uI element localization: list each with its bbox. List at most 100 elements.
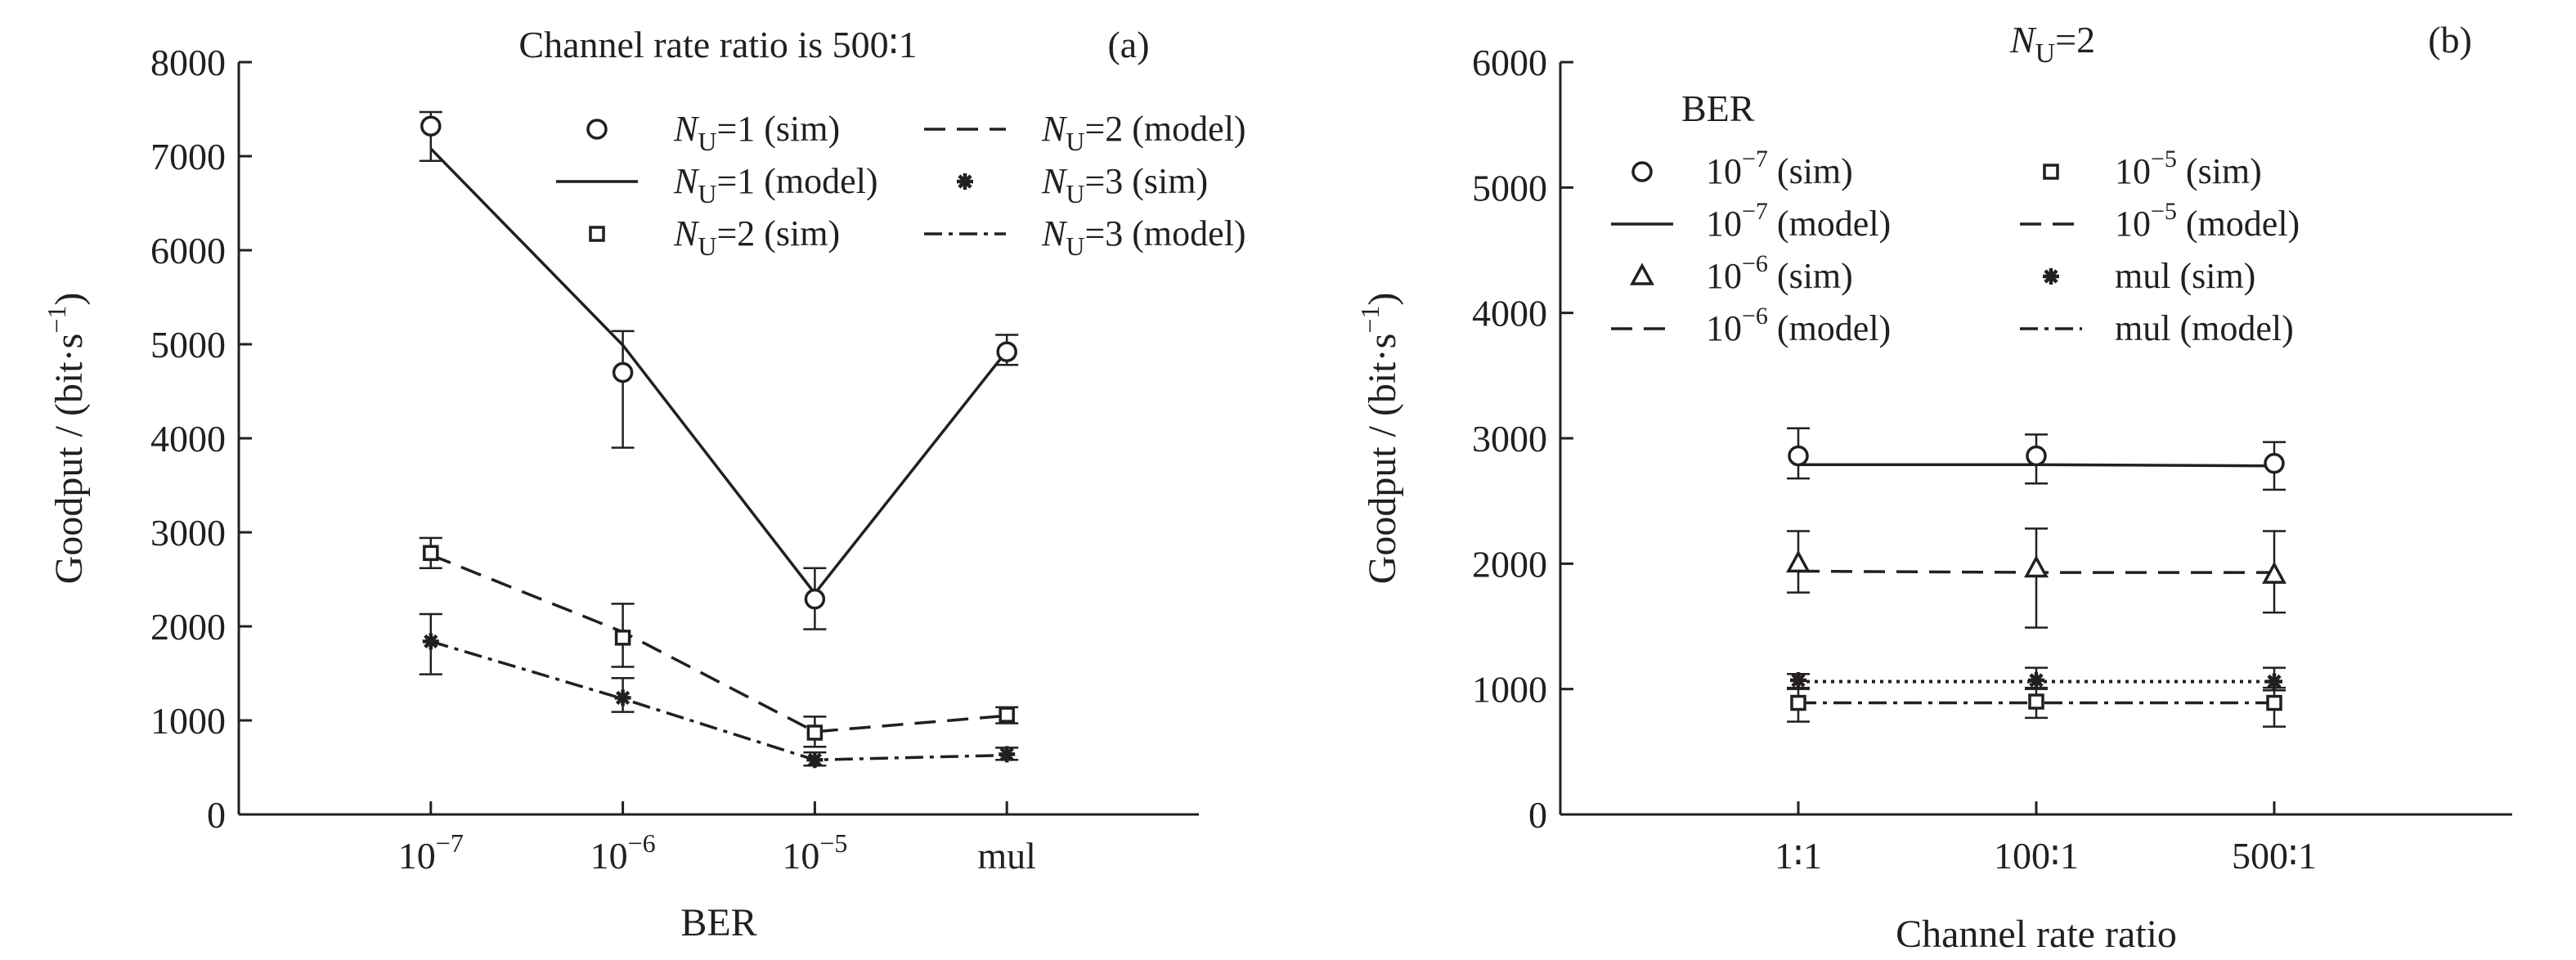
- data-point: [999, 746, 1016, 763]
- legend-label: 10−5 (sim): [2115, 146, 2262, 191]
- x-axis-title: BER: [680, 901, 756, 944]
- text-part: 10: [1706, 151, 1742, 191]
- legend-marker: [586, 119, 608, 140]
- data-point-stroke: [999, 747, 1014, 762]
- legend-item: NU=1 (model): [556, 161, 878, 209]
- error-bar: [611, 330, 635, 449]
- y-tick-label: 6000: [1472, 42, 1547, 83]
- text-part: N: [1041, 213, 1068, 253]
- y-tick-label: 2000: [150, 606, 226, 648]
- y-tick-label: 0: [207, 794, 226, 836]
- text-part: ): [1361, 293, 1404, 306]
- text-part: 10: [2115, 204, 2151, 244]
- text-part: −7: [1742, 146, 1768, 173]
- legend-label: NU=1 (sim): [673, 109, 840, 156]
- text-part: 10: [590, 835, 628, 877]
- text-part: (sim): [2177, 151, 2262, 191]
- data-point: [2264, 452, 2285, 474]
- text-part: =2: [2055, 19, 2095, 61]
- data-point: [2024, 554, 2049, 578]
- text-part: =3 (sim): [1084, 161, 1208, 201]
- text-part: N: [2009, 19, 2037, 61]
- data-point: [999, 707, 1015, 723]
- data-point: [1788, 445, 1809, 467]
- text-part: U: [698, 127, 716, 156]
- data-point-stroke: [615, 690, 631, 706]
- legend-item: mul (model): [2020, 308, 2294, 348]
- text-part: U: [1066, 179, 1084, 209]
- text-part: (model): [2177, 204, 2300, 244]
- text-part: (model): [1768, 308, 1891, 348]
- error-bar: [2025, 527, 2048, 629]
- legend-marker: [2043, 164, 2059, 180]
- x-tick-label: 100∶1: [1994, 835, 2079, 877]
- text-part: 10: [1706, 204, 1742, 244]
- data-point: [614, 630, 631, 646]
- legend-item: 10−5 (sim): [2043, 146, 2262, 191]
- text-part: mul: [2115, 256, 2170, 296]
- legend-label: 10−6 (model): [1706, 303, 1891, 348]
- text-part: 10: [398, 835, 436, 877]
- text-part: (sim): [2170, 256, 2255, 296]
- data-point: [614, 689, 631, 707]
- legend-marker: [1631, 161, 1653, 182]
- panel-label: (b): [2428, 19, 2472, 61]
- text-part: mul: [977, 835, 1036, 877]
- text-part: −7: [436, 828, 464, 858]
- text-part: −7: [1742, 198, 1768, 225]
- data-point-stroke: [2267, 674, 2282, 689]
- data-point: [806, 751, 824, 769]
- data-point: [804, 588, 826, 610]
- legend-item: 10−7 (sim): [1631, 146, 1853, 191]
- legend-label: NU=1 (model): [673, 161, 878, 209]
- legend-item: mul (sim): [2043, 256, 2255, 296]
- y-tick-label: 5000: [150, 324, 226, 366]
- data-point-stroke: [2029, 673, 2044, 688]
- text-part: (sim): [1768, 151, 1853, 191]
- series-line: [429, 147, 1008, 596]
- text-part: =1 (sim): [716, 109, 840, 149]
- text-part: =1 (model): [716, 161, 877, 201]
- x-tick-label: 1∶1: [1775, 835, 1822, 877]
- legend-marker: [957, 173, 973, 190]
- x-tick-label: 10−6: [590, 828, 656, 877]
- data-point: [423, 545, 439, 562]
- legend-item: NU=3 (sim): [957, 161, 1208, 209]
- y-tick-label: 8000: [150, 42, 226, 83]
- text-part: 10: [782, 835, 819, 877]
- text-part: 10: [1706, 256, 1742, 296]
- data-point-stroke: [1791, 673, 1806, 688]
- text-part: U: [1066, 127, 1084, 156]
- legend-marker: [2043, 268, 2059, 285]
- data-point: [2028, 693, 2044, 710]
- text-part: −5: [819, 828, 847, 858]
- legend-item: NU=2 (sim): [589, 213, 840, 261]
- legend-item: 10−6 (sim): [1630, 250, 1853, 296]
- y-tick-label: 4000: [150, 418, 226, 460]
- text-part: N: [673, 109, 700, 149]
- text-part: −6: [628, 828, 656, 858]
- text-part: −6: [1742, 303, 1768, 330]
- y-tick-label: 4000: [1472, 293, 1547, 334]
- y-tick-label: 3000: [150, 512, 226, 554]
- x-tick-label: mul: [977, 835, 1036, 877]
- legend-item: 10−5 (model): [2020, 198, 2300, 244]
- data-point: [420, 115, 442, 137]
- text-part: =2 (model): [1084, 109, 1245, 149]
- data-point: [2266, 694, 2282, 711]
- data-point: [996, 341, 1017, 362]
- legend-item: 10−7 (model): [1611, 198, 1891, 244]
- legend: NU=1 (sim) NU=2 (model)NU=1 (model) NU=3 (…: [556, 109, 1246, 261]
- y-axis-title: Goodput / (bit·s−1): [42, 293, 91, 585]
- legend-marker: [589, 226, 605, 242]
- legend-item: NU=1 (sim): [586, 109, 840, 156]
- legend-label: NU=3 (sim): [1041, 161, 1208, 209]
- legend-item: NU=3 (model): [924, 213, 1246, 261]
- data-point: [1790, 671, 1806, 689]
- data-point: [422, 633, 439, 650]
- text-part: ): [47, 293, 91, 306]
- text-part: −5: [2151, 146, 2177, 173]
